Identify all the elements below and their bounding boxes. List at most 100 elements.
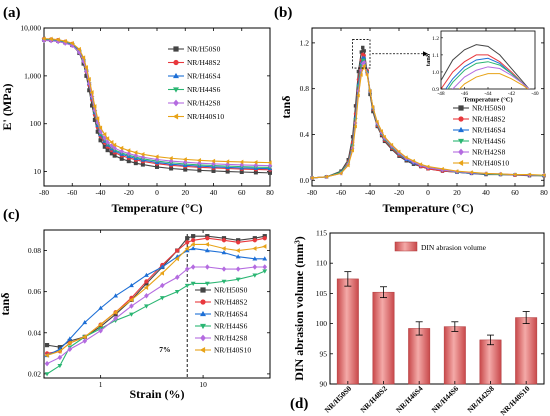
data-point <box>253 170 258 175</box>
panel-letter-a: (a) <box>3 5 21 21</box>
data-point <box>175 248 180 253</box>
legend-label: NR/H46S4 <box>472 126 506 135</box>
x-tick-label: 40 <box>210 188 218 197</box>
y-tick-label: 95 <box>320 349 328 358</box>
data-point <box>512 172 517 177</box>
data-point <box>168 158 174 164</box>
legend-label: NR/H42S8 <box>214 334 248 343</box>
data-point <box>62 40 68 46</box>
data-point <box>126 150 131 157</box>
series-line-NR/H50S0 <box>43 39 271 174</box>
data-point <box>76 46 81 52</box>
x-tick-label: NR/H46S4 <box>394 384 425 415</box>
data-point <box>362 60 367 65</box>
series-line-NR/H44S6 <box>43 39 271 169</box>
data-point <box>183 159 188 165</box>
data-point <box>356 88 361 94</box>
legend-marker <box>458 105 464 111</box>
data-point <box>350 135 355 139</box>
legend-marker <box>173 59 179 66</box>
inset-x-tick-label: -44 <box>484 91 492 97</box>
data-point <box>252 273 258 278</box>
x-tick-label: -60 <box>336 188 346 197</box>
inset-x-tick-label: -48 <box>437 91 445 97</box>
legend-marker <box>458 126 464 133</box>
data-point <box>84 73 89 78</box>
inset-y-title: tanδ <box>425 53 432 66</box>
x-tick-label: 20 <box>182 188 190 197</box>
data-point <box>87 80 92 86</box>
inset-y-tick-label: 1.0 <box>432 70 439 76</box>
data-point <box>155 164 159 169</box>
y-tick-label: 1,000 <box>24 71 41 80</box>
data-point <box>225 169 230 174</box>
data-point <box>191 234 196 239</box>
plot-frame <box>329 232 545 385</box>
x-tick-label: NR/H40S10 <box>498 384 531 416</box>
data-point <box>221 266 227 272</box>
legend-label: NR/H50S0 <box>472 104 506 113</box>
data-point <box>204 248 210 253</box>
data-point <box>98 125 103 131</box>
data-point <box>346 163 350 168</box>
bar-NR/H44S6 <box>443 326 466 385</box>
data-point <box>252 238 257 243</box>
data-point <box>109 151 114 156</box>
data-point <box>87 88 92 93</box>
data-point <box>425 164 430 169</box>
data-point <box>361 45 365 50</box>
legend-marker <box>458 148 464 156</box>
data-point <box>371 109 375 114</box>
data-point <box>404 155 408 160</box>
strain-annotation: 7% <box>159 345 170 354</box>
panel-letter-b: (b) <box>274 5 292 21</box>
data-point <box>185 236 190 241</box>
x-tick-label: 80 <box>540 188 548 197</box>
data-point <box>362 55 367 60</box>
data-point <box>225 159 230 164</box>
x-tick-label: 10 <box>199 380 207 389</box>
x-tick-label: -80 <box>307 188 317 197</box>
data-point <box>262 269 268 274</box>
x-tick-label: 60 <box>238 188 246 197</box>
data-point <box>67 346 73 352</box>
data-point <box>262 256 268 261</box>
data-point <box>252 256 258 261</box>
x-tick-label: NR/H50S0 <box>323 384 354 415</box>
data-point <box>359 72 363 77</box>
legend-marker <box>458 138 464 145</box>
data-point <box>57 348 62 354</box>
inset-arrow-head <box>423 51 428 57</box>
data-point <box>95 129 100 134</box>
legend-marker <box>200 287 206 293</box>
legend-marker <box>458 116 464 122</box>
data-point <box>144 304 149 309</box>
data-point <box>498 172 502 176</box>
data-point <box>338 171 343 176</box>
data-point <box>112 142 117 148</box>
data-point <box>356 93 360 98</box>
legend-label: NR/H48S2 <box>472 115 506 124</box>
series-line-NR/H42S8 <box>43 39 271 167</box>
data-point <box>197 160 202 166</box>
data-point <box>359 50 363 54</box>
data-point <box>83 65 88 70</box>
data-point <box>190 245 196 251</box>
data-point <box>140 162 145 167</box>
legend-marker <box>200 334 206 342</box>
y-tick-label: 1.2 <box>300 38 310 47</box>
legend-marker <box>200 310 206 317</box>
data-point <box>184 246 189 251</box>
bar-NR/H46S4 <box>408 328 431 385</box>
data-point <box>211 161 216 167</box>
y-axis-title: E' (MPa) <box>0 84 14 131</box>
data-point <box>109 139 114 145</box>
inset-y-tick-label: 1.2 <box>432 36 439 42</box>
legend-marker <box>172 113 179 120</box>
data-point <box>396 149 401 154</box>
data-point <box>205 236 210 241</box>
data-point <box>89 90 94 95</box>
inset-x-title: Temperature (°C) <box>463 97 512 104</box>
y-axis-title: tanδ <box>0 293 12 316</box>
